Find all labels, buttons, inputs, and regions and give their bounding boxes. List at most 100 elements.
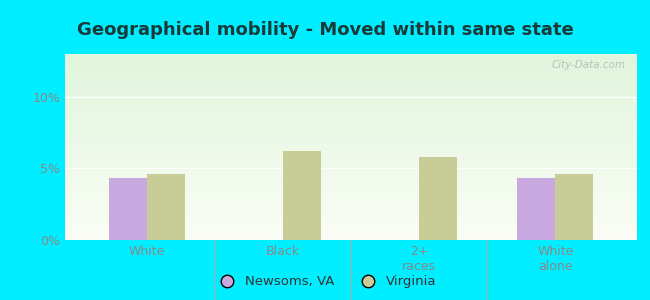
- Bar: [65, 135, 637, 136]
- Text: City-Data.com: City-Data.com: [551, 60, 625, 70]
- Bar: [65, 112, 637, 113]
- Bar: [65, 181, 637, 182]
- Bar: [65, 111, 637, 112]
- Bar: [65, 137, 637, 138]
- Bar: [65, 229, 637, 230]
- Bar: [65, 206, 637, 208]
- Bar: [65, 105, 637, 106]
- Bar: [65, 107, 637, 108]
- Bar: [65, 58, 637, 60]
- Bar: [65, 208, 637, 209]
- Bar: [65, 158, 637, 159]
- Bar: [65, 72, 637, 73]
- Bar: [65, 237, 637, 238]
- Bar: [65, 86, 637, 88]
- Bar: [65, 223, 637, 224]
- Bar: [65, 114, 637, 116]
- Bar: [65, 89, 637, 90]
- Bar: [65, 219, 637, 220]
- Bar: [65, 73, 637, 74]
- Bar: [65, 220, 637, 221]
- Bar: [65, 185, 637, 186]
- Bar: [65, 116, 637, 117]
- Bar: [65, 133, 637, 134]
- Bar: [555, 174, 593, 240]
- Bar: [65, 186, 637, 187]
- Bar: [65, 68, 637, 69]
- Bar: [65, 169, 637, 170]
- Bar: [65, 125, 637, 126]
- Bar: [65, 146, 637, 147]
- Bar: [65, 117, 637, 118]
- Bar: [65, 143, 637, 144]
- Bar: [65, 148, 637, 149]
- Bar: [65, 238, 637, 239]
- Bar: [65, 71, 637, 72]
- Bar: [65, 136, 637, 137]
- Bar: [65, 199, 637, 200]
- Bar: [65, 108, 637, 109]
- Bar: [65, 209, 637, 210]
- Bar: [65, 155, 637, 156]
- Bar: [65, 106, 637, 107]
- Bar: [65, 189, 637, 190]
- Bar: [65, 228, 637, 229]
- Bar: [147, 174, 185, 240]
- Bar: [65, 139, 637, 140]
- Bar: [65, 145, 637, 146]
- Bar: [65, 138, 637, 139]
- Bar: [65, 213, 637, 214]
- Bar: [419, 157, 457, 240]
- Bar: [65, 202, 637, 203]
- Bar: [65, 152, 637, 153]
- Bar: [65, 178, 637, 179]
- Bar: [65, 64, 637, 65]
- Bar: [65, 218, 637, 219]
- Bar: [65, 80, 637, 81]
- Bar: [65, 162, 637, 163]
- Bar: [65, 157, 637, 158]
- Legend: Newsoms, VA, Virginia: Newsoms, VA, Virginia: [208, 270, 442, 293]
- Bar: [65, 132, 637, 133]
- Bar: [65, 156, 637, 157]
- Bar: [65, 192, 637, 193]
- Bar: [65, 172, 637, 173]
- Bar: [65, 118, 637, 119]
- Bar: [65, 177, 637, 178]
- Bar: [65, 205, 637, 206]
- Bar: [65, 235, 637, 236]
- Bar: [65, 131, 637, 132]
- Bar: [65, 141, 637, 142]
- Bar: [65, 211, 637, 212]
- Bar: [65, 150, 637, 151]
- Bar: [65, 110, 637, 111]
- Bar: [65, 161, 637, 162]
- Bar: [65, 153, 637, 154]
- Bar: [65, 216, 637, 217]
- Bar: [65, 160, 637, 161]
- Text: Geographical mobility - Moved within same state: Geographical mobility - Moved within sam…: [77, 21, 573, 39]
- Bar: [65, 215, 637, 216]
- Bar: [65, 165, 637, 166]
- Bar: [65, 77, 637, 78]
- Bar: [65, 100, 637, 101]
- Bar: [65, 193, 637, 194]
- Bar: [65, 212, 637, 213]
- Bar: [65, 144, 637, 145]
- Bar: [109, 178, 147, 240]
- Bar: [65, 183, 637, 184]
- Bar: [65, 79, 637, 80]
- Bar: [65, 98, 637, 99]
- Bar: [65, 96, 637, 97]
- Bar: [65, 66, 637, 67]
- Bar: [65, 174, 637, 175]
- Bar: [65, 197, 637, 198]
- Bar: [65, 65, 637, 66]
- Bar: [65, 166, 637, 167]
- Bar: [65, 204, 637, 205]
- Bar: [65, 184, 637, 185]
- Bar: [65, 93, 637, 94]
- Bar: [65, 102, 637, 103]
- Bar: [65, 190, 637, 191]
- Bar: [65, 234, 637, 235]
